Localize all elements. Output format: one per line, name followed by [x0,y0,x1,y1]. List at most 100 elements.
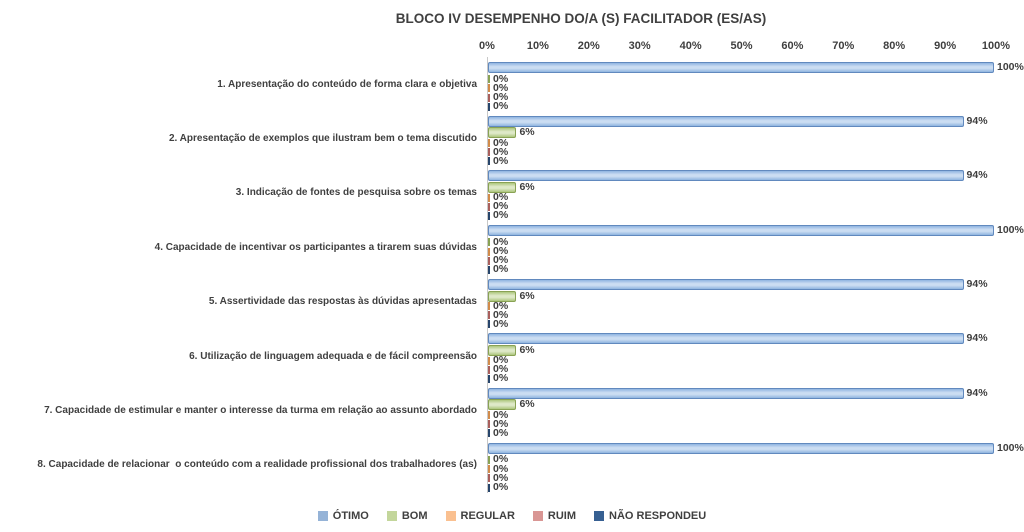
data-label: 0% [493,245,509,257]
data-label: 0% [493,136,509,149]
data-label: 0% [493,481,509,494]
bar-cluster: 94% 6% 0% 0% 0% [488,111,996,167]
series-row: 0% [488,209,996,222]
zero-bar-regular [488,247,490,256]
bar-cluster: 94% 6% 0% 0% 0% [488,275,996,329]
legend-item: NÃO RESPONDEU [594,510,706,522]
bar-ótimo [488,115,964,127]
x-axis-tick: 90% [934,40,957,52]
zero-bar-não-respondeu [488,429,490,438]
zero-bar-regular [488,356,490,365]
legend-label: REGULAR [460,510,515,522]
data-label: 0% [493,462,509,475]
bar-ótimo [488,225,994,237]
bar-bom [488,399,517,411]
data-label: 100% [997,224,1024,237]
zero-bar-bom [488,455,490,464]
data-label: 0% [493,191,509,204]
category-label: 2. Apresentação de exemplos que ilustram… [168,133,477,145]
series-row: 0% [488,310,996,320]
series-row: 0% [488,410,996,420]
series-row: 94% [488,279,996,291]
bar-ótimo [488,333,964,345]
legend-label: RUIM [547,510,577,522]
bar-bom [488,181,517,193]
data-label: 100% [997,442,1024,455]
data-label: 0% [493,154,509,167]
series-row: 6% [488,181,996,193]
zero-bar-ruim [488,420,490,429]
category-label: 4. Capacidade de incentivar os participa… [154,241,477,253]
x-axis: 0% 10% 20% 30% 40% 50% 60% 70% 80% 90% 100% [479,40,1010,54]
series-row: 94% [488,387,996,399]
data-label: 94% [966,332,988,345]
data-label: 0% [493,417,509,430]
zero-bar-ruim [488,365,490,374]
data-label: 0% [493,72,509,85]
zero-bar-ruim [488,311,490,320]
zero-bar-ruim [488,202,490,211]
zero-bar-ruim [488,148,490,157]
data-label: 6% [519,180,535,193]
category-label: 8. Capacidade de relacionar o conteúdo c… [37,459,477,471]
category-label: 6. Utilização de linguagem adequada e de… [189,350,477,362]
data-label: 6% [519,126,535,139]
series-row: 0% [488,417,996,430]
series-row: 94% [488,170,996,182]
zero-bar-não-respondeu [488,102,490,111]
data-label: 0% [493,200,509,213]
x-axis-tick: 60% [781,40,804,52]
data-label: 6% [519,398,535,411]
series-row: 0% [488,263,996,276]
legend-swatch [594,511,605,521]
chart-title: BLOCO IV DESEMPENHO DO/A (S) FACILITADOR… [395,11,767,26]
zero-bar-bom [488,238,490,247]
zero-bar-regular [488,139,490,148]
series-row: 0% [488,317,996,330]
series-row: 0% [488,462,996,475]
series-row: 100% [488,61,1024,74]
x-axis-tick: 50% [730,40,753,52]
plot-area: 100% 0% 0% 0% 0% 94% 6% 0% 0% 0% 94% 6% 0% 0% 0% 100% 0%… [487,57,1024,494]
series-row: 0% [488,100,996,113]
x-axis-tick: 80% [883,40,906,52]
series-row: 0% [488,200,996,213]
legend-swatch [317,511,328,521]
data-label: 0% [493,100,509,113]
legend-item: ÓTIMO [317,510,369,522]
legend-label: NÃO RESPONDEU [609,510,707,522]
legend-swatch [386,511,397,521]
data-label: 0% [493,471,509,484]
bar-ótimo [488,170,964,182]
zero-bar-regular [488,411,490,420]
data-label: 94% [966,114,988,127]
category-axis: 1. Apresentação do conteúdo de forma cla… [0,57,477,493]
x-axis-tick: 0% [479,40,495,52]
x-axis-tick: 20% [577,40,600,52]
bar-ótimo [488,387,964,399]
data-label: 0% [493,354,509,367]
data-label: 0% [493,235,509,248]
zero-bar-regular [488,84,490,93]
series-row: 0% [488,191,996,204]
data-label: 0% [493,263,509,276]
data-label: 0% [493,363,509,376]
zero-bar-não-respondeu [488,483,490,492]
data-label: 0% [493,209,509,222]
series-row: 0% [488,245,996,257]
legend-swatch [532,511,543,521]
legend-item: BOM [386,510,428,522]
x-axis-tick: 100% [981,40,1011,52]
series-row: 0% [488,454,996,465]
series-row: 0% [488,255,996,265]
series-row: 94% [488,333,996,345]
data-label: 0% [493,317,509,330]
x-axis-tick: 40% [679,40,702,52]
legend: ÓTIMO BOM REGULAR RUIM NÃO RESPONDEU [0,510,1024,522]
series-row: 100% [488,224,1024,237]
data-label: 0% [493,299,509,312]
zero-bar-ruim [488,93,490,102]
series-row: 0% [488,136,996,149]
bar-ótimo [488,443,994,455]
